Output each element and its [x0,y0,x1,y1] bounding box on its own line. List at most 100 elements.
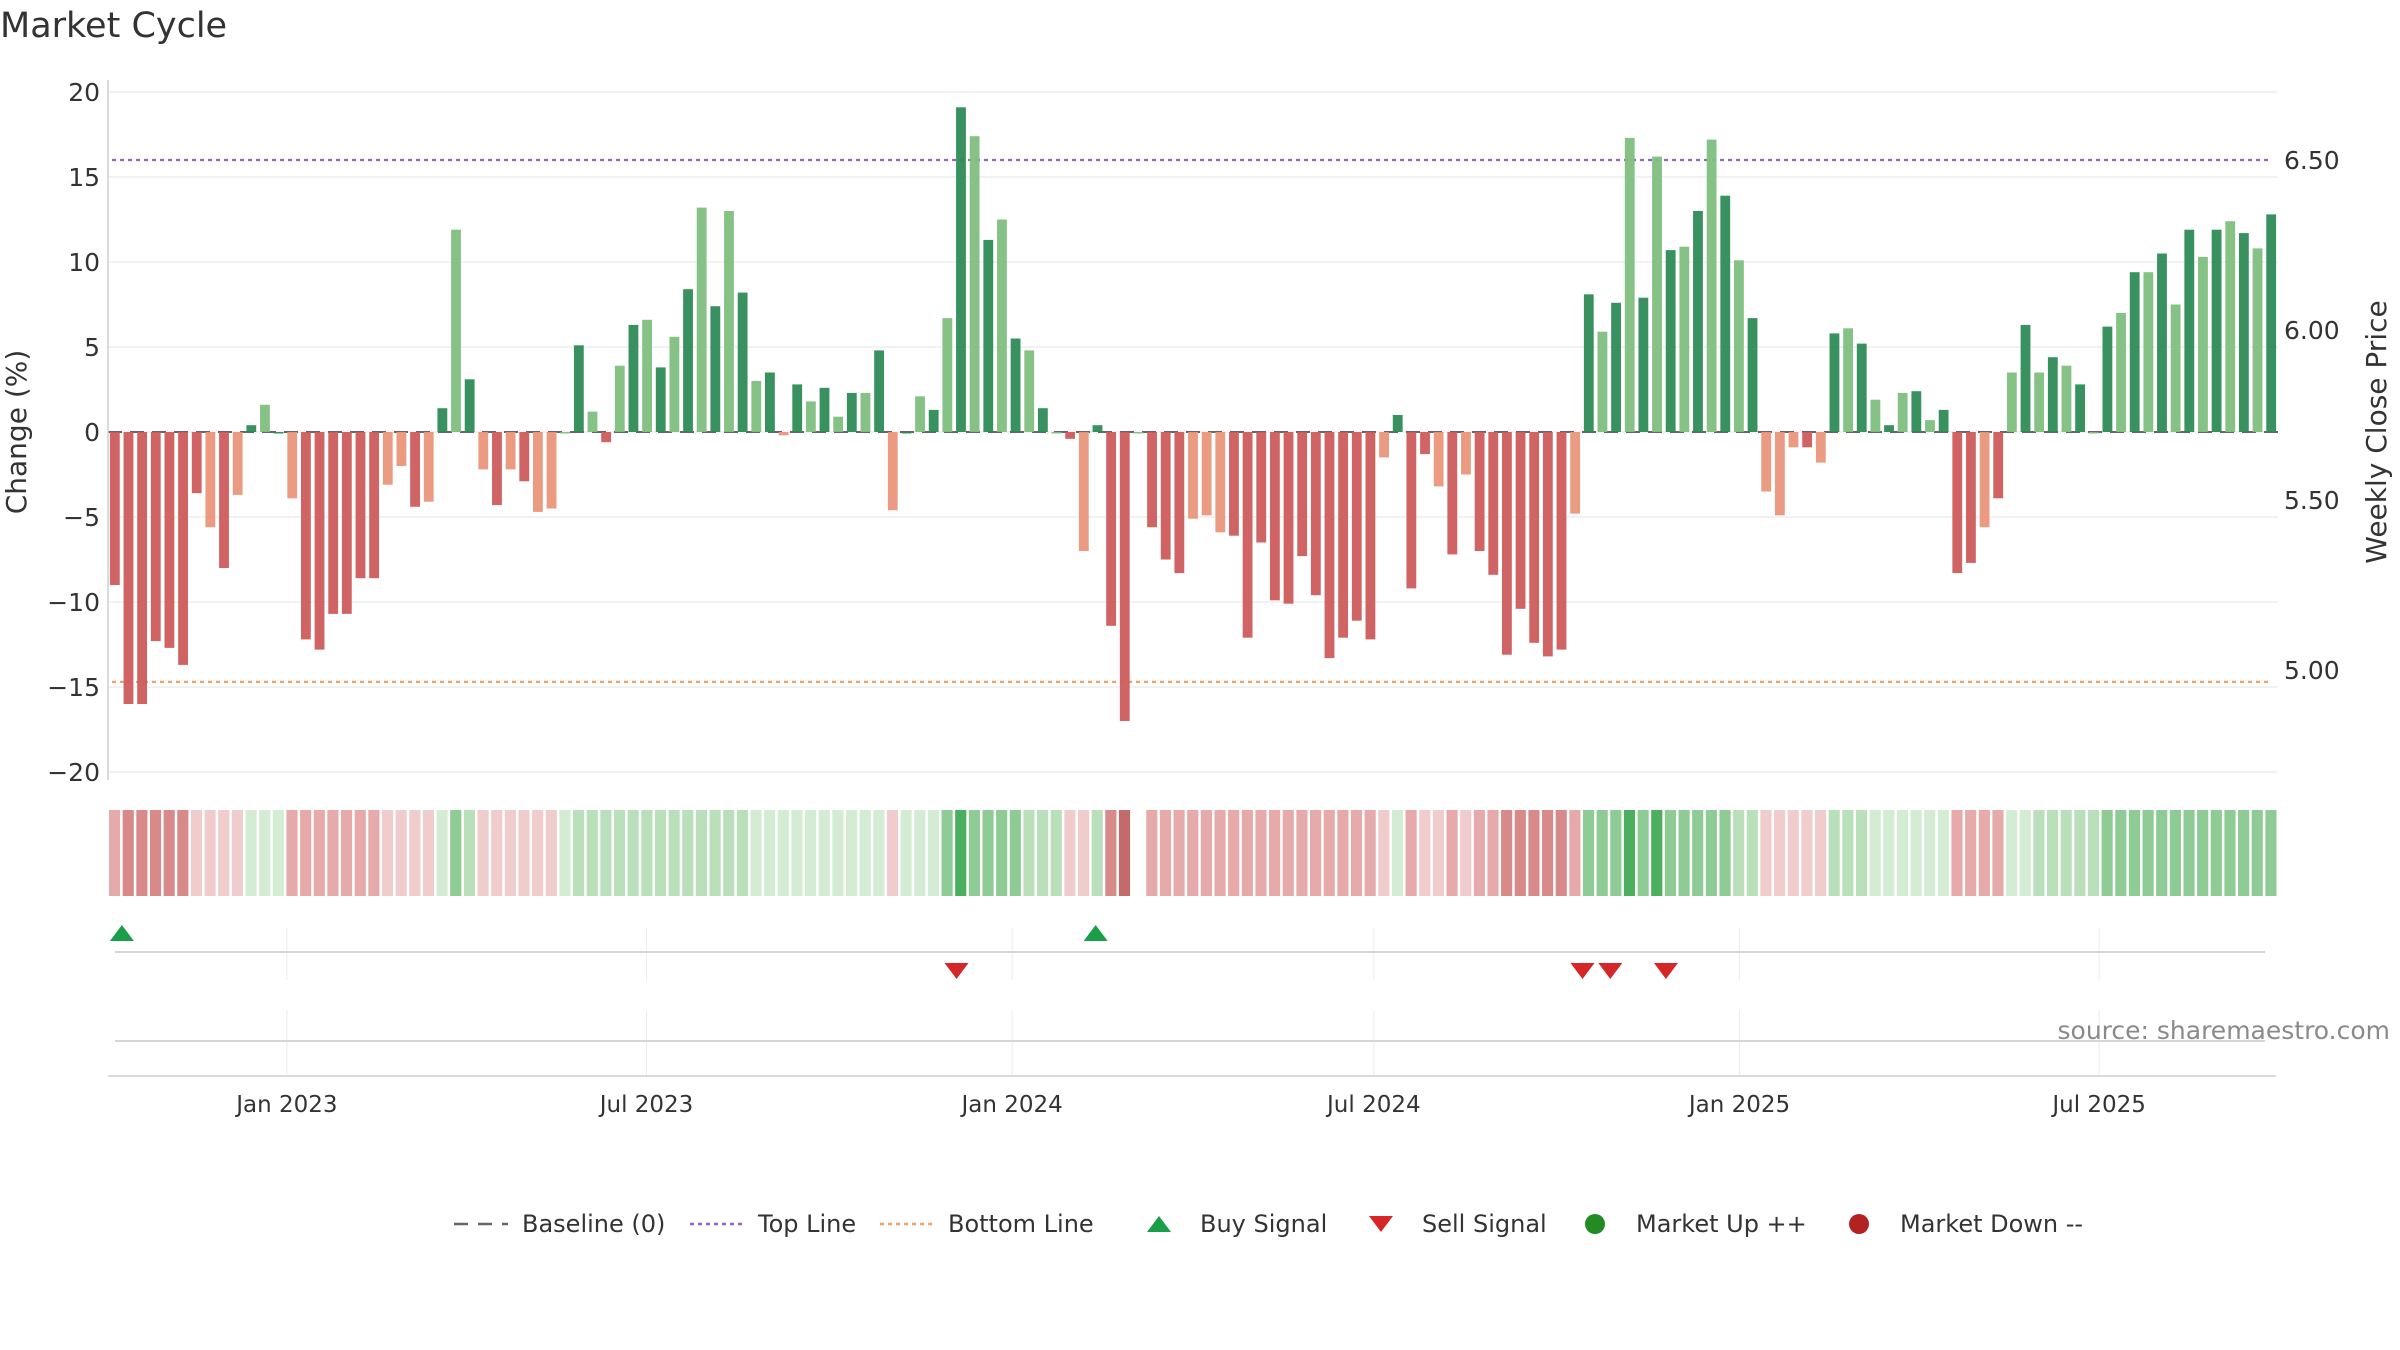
swatch-triangle [1147,1216,1171,1232]
legend-item[interactable]: Bottom Line [878,1206,1094,1242]
bar [341,432,352,614]
bar [1979,432,1990,528]
bar [150,432,161,642]
regime-cell [1146,810,1158,896]
regime-cell [1173,810,1185,896]
swatch-circle [1585,1214,1605,1234]
regime-cell [709,810,721,896]
bar [2020,324,2031,432]
regime-cell [1555,810,1567,896]
bar [410,432,420,507]
bar [778,432,789,436]
bar [1652,156,1662,432]
regime-cell [1214,810,1226,896]
triangle-up-icon [1147,1216,1171,1232]
x-tick-label: Jul 2024 [1325,1092,1421,1118]
bar [1037,408,1048,432]
market-cycle-chart: 20 15 10 5 0 −5 −10 −15 −20 6.50 6.00 5.50 5.00 Jan 2… [0,78,2393,1118]
bar [928,409,939,432]
bar [1133,432,1144,434]
bar [1870,399,1881,432]
bar [601,432,612,443]
regime-cell [559,810,571,896]
sell-signal-marker [944,963,969,979]
dot-icon [880,1222,934,1226]
bar [614,365,625,432]
y-tick-label: −20 [47,758,100,787]
regime-cell [1473,810,1485,896]
regime-cell [1678,810,1690,896]
regime-cell [2006,810,2018,896]
bar [2116,313,2126,432]
regime-cell [2265,810,2277,896]
legend-item[interactable]: Market Down -- [1830,1206,2083,1242]
regime-cell [518,810,530,896]
buy-signal-marker [1083,925,1108,941]
bar [1392,415,1403,432]
bar [915,396,925,432]
legend-item[interactable]: Market Up ++ [1566,1206,1807,1242]
legend-item[interactable]: Buy Signal [1130,1206,1327,1242]
bar [1447,432,1458,555]
bar [2170,304,2181,432]
regime-cell [122,810,134,896]
sell-signal-marker [1653,963,1678,979]
regime-cell [1064,810,1076,896]
regime-cell [1664,810,1676,896]
bar [1160,432,1171,560]
bar [1010,338,1021,432]
regime-cell [341,810,353,896]
bar [1092,425,1103,432]
bar [805,401,816,432]
y2-tick-label: 6.00 [2284,316,2340,345]
regime-cell [1992,810,2004,896]
regime-cell [2074,810,2086,896]
bar [219,432,229,568]
bar [1761,432,1772,492]
bar [246,425,257,432]
bar-series [109,107,2277,721]
legend-item[interactable]: Baseline (0) [452,1206,665,1242]
bar [505,432,516,470]
regime-cell [1432,810,1444,896]
bar [1733,260,1744,432]
y2-tick-label: 5.00 [2284,656,2340,685]
bar [1310,432,1321,596]
regime-cell [1828,810,1840,896]
regime-cell [1692,810,1704,896]
regime-cell [204,810,216,896]
circle-icon [1849,1214,1869,1234]
regime-cell [1514,810,1526,896]
bar [1706,139,1717,432]
bar [1078,432,1089,551]
bar [1570,432,1581,514]
regime-cell [1037,810,1049,896]
legend-label: Market Down -- [1900,1210,2084,1238]
regime-cell [177,810,189,896]
legend-item[interactable]: Top Line [688,1206,856,1242]
regime-cell [491,810,503,896]
regime-cell [586,810,598,896]
bar [2225,221,2236,432]
bar [2034,372,2045,432]
regime-cell [2210,810,2222,896]
legend-item[interactable]: Sell Signal [1352,1206,1547,1242]
y-axis-label: Change (%) [0,350,33,515]
regime-cell [900,810,912,896]
bar [464,379,475,432]
regime-cell [2128,810,2141,896]
bar [1856,343,1867,432]
legend-label: Sell Signal [1422,1210,1547,1238]
regime-cell [2197,810,2209,896]
regime-cell [2224,810,2236,896]
regime-cell [1596,810,1608,896]
bar [232,432,243,495]
regime-cell [1855,810,1868,896]
regime-cell [2087,810,2100,896]
x-tick-label: Jan 2025 [1687,1092,1790,1118]
regime-cell [395,810,407,896]
regime-cell [1760,810,1772,896]
bar [2143,272,2154,432]
source-credit: source: sharemaestro.com [2057,1016,2391,1045]
regime-cell [627,810,639,896]
